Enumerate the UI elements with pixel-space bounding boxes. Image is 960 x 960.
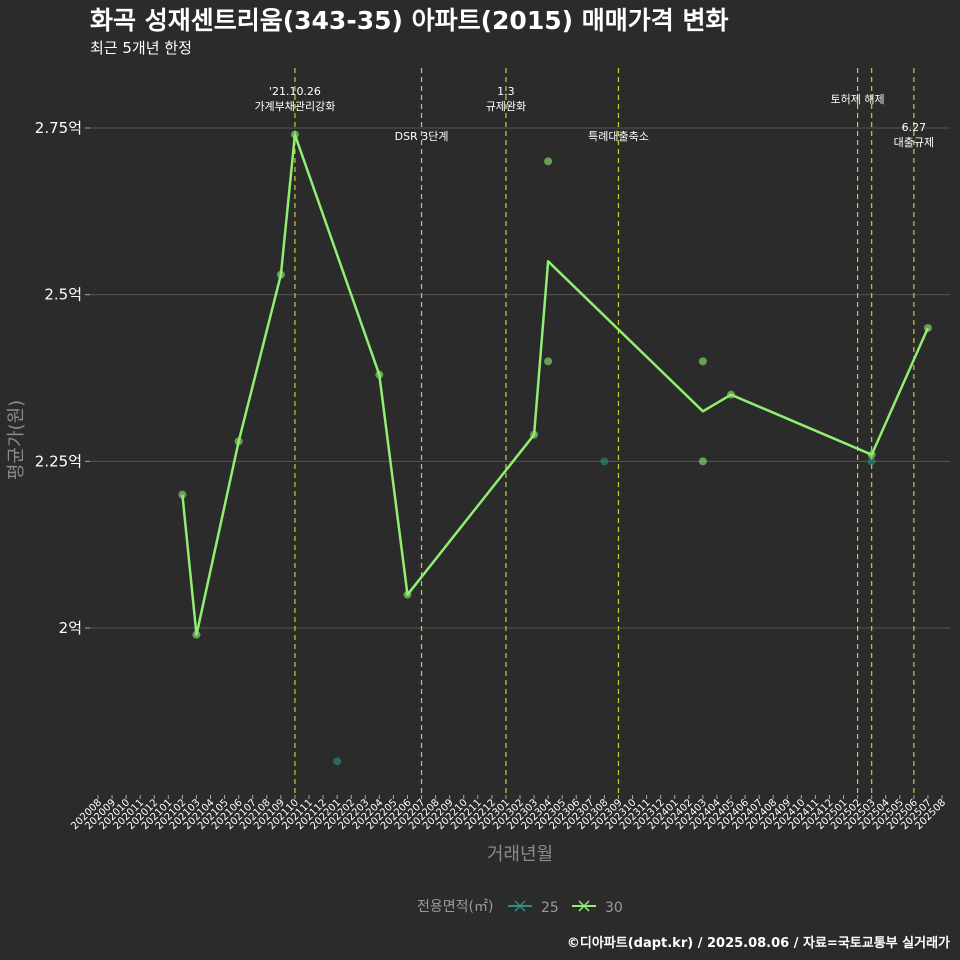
x-axis-title: 거래년월 bbox=[487, 844, 553, 865]
data-point-30 bbox=[234, 437, 243, 446]
data-point-30 bbox=[698, 357, 707, 366]
caption: ©디아파트(dapt.kr) / 2025.08.06 / 자료=국토교통부 실… bbox=[567, 935, 950, 951]
event-label: 특례대출축소 bbox=[588, 130, 649, 143]
legend-key-cross bbox=[578, 900, 590, 912]
x-axis: 2020082020092020102020112020122021012021… bbox=[69, 795, 948, 832]
event-label: 1.3 bbox=[497, 85, 515, 98]
event-label: 토허제 해제 bbox=[831, 92, 885, 106]
event-label: DSR 3단계 bbox=[395, 130, 449, 143]
data-point-30 bbox=[867, 450, 876, 459]
chart-title: 화곡 성재센트리움(343-35) 아파트(2015) 매매가격 변화 bbox=[90, 6, 728, 35]
data-point-30 bbox=[727, 390, 735, 399]
data-point-30 bbox=[290, 130, 299, 139]
data-point-30 bbox=[530, 430, 539, 439]
y-tick-label: 2억 bbox=[59, 619, 82, 637]
series-line-30 bbox=[181, 133, 930, 636]
data-point-25 bbox=[867, 457, 876, 466]
data-point-30 bbox=[544, 357, 553, 366]
data-points bbox=[178, 130, 932, 766]
y-tick-label: 2.25억 bbox=[35, 452, 82, 470]
data-point-25 bbox=[600, 457, 609, 466]
data-point-30 bbox=[698, 457, 707, 466]
data-point-30 bbox=[375, 370, 384, 379]
grid bbox=[90, 127, 950, 629]
event-label: 규제완화 bbox=[486, 100, 526, 113]
y-tick-label: 2.5억 bbox=[44, 286, 82, 304]
series-lines bbox=[181, 133, 930, 636]
event-label: 6.27 bbox=[902, 121, 927, 134]
legend: 전용면적(㎡) 25 30 bbox=[417, 899, 623, 916]
chart-subtitle: 최근 5개년 한정 bbox=[90, 39, 192, 57]
event-label: '21.10.26 bbox=[269, 85, 321, 98]
y-axis: 2억 2.25억 2.5억 2.75억 bbox=[35, 119, 90, 637]
data-point-30 bbox=[276, 270, 285, 279]
data-point-25 bbox=[333, 757, 342, 766]
data-point-30 bbox=[923, 324, 932, 332]
data-point-30 bbox=[403, 590, 412, 599]
legend-label: 25 bbox=[541, 900, 559, 916]
legend-title: 전용면적(㎡) bbox=[417, 899, 493, 915]
legend-label: 30 bbox=[605, 900, 623, 916]
event-label: 가계부채관리강화 bbox=[254, 100, 335, 113]
event-label: 대출규제 bbox=[894, 136, 934, 149]
data-point-30 bbox=[544, 157, 553, 166]
data-point-30 bbox=[178, 490, 187, 499]
legend-items: 25 30 bbox=[508, 900, 623, 916]
y-tick-label: 2.75억 bbox=[35, 119, 82, 137]
y-axis-title: 평균가(원) bbox=[6, 400, 27, 480]
data-point-30 bbox=[192, 630, 201, 639]
legend-key-cross bbox=[514, 900, 526, 912]
